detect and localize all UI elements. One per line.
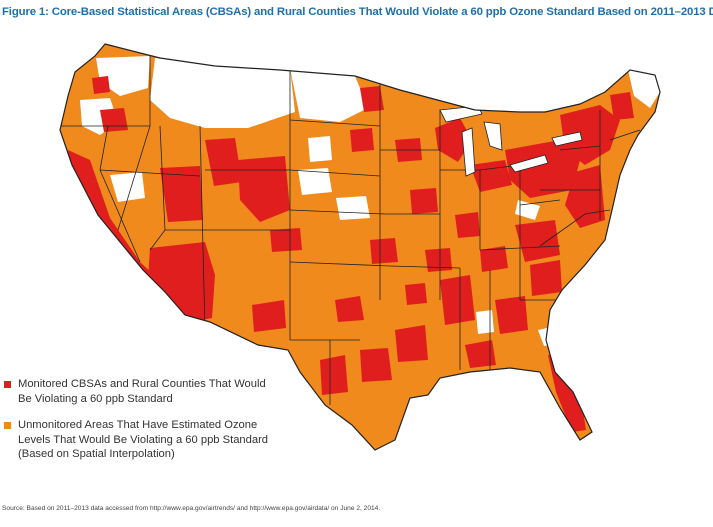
- legend-item-unmonitored: Unmonitored Areas That Have Estimated Oz…: [4, 418, 274, 462]
- not-violating-areas: [80, 56, 660, 346]
- legend-label-monitored: Monitored CBSAs and Rural Counties That …: [18, 378, 266, 405]
- legend: Monitored CBSAs and Rural Counties That …: [4, 377, 274, 462]
- source-note: Source: Based on 2011–2013 data accessed…: [2, 505, 381, 512]
- legend-label-unmonitored: Unmonitored Areas That Have Estimated Oz…: [18, 419, 269, 460]
- monitored-swatch: [4, 381, 11, 388]
- figure-title: Figure 1: Core-Based Statistical Areas (…: [2, 6, 713, 18]
- map-body: [59, 43, 661, 451]
- state-borders: [60, 56, 641, 405]
- legend-item-monitored: Monitored CBSAs and Rural Counties That …: [4, 377, 274, 406]
- monitored-violating-areas: [68, 76, 634, 432]
- unmonitored-swatch: [4, 422, 11, 429]
- great-lakes: [439, 105, 583, 177]
